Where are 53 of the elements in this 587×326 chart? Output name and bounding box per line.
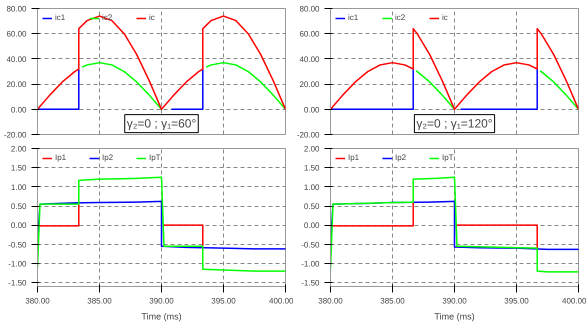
y-tick-label: 60.00 [6, 30, 28, 39]
legend-label: ic [149, 13, 156, 22]
y-tick-label: 0.00 [304, 221, 320, 230]
y-tick-label: 2.00 [304, 144, 320, 154]
y-tick-label: -20.00 [4, 130, 28, 140]
y-tick-label: 60.00 [299, 30, 320, 39]
y-tick-label: 0.00 [304, 105, 320, 114]
legend-label: ic1 [348, 13, 360, 22]
x-tick-label: 385.00 [380, 296, 406, 306]
y-tick-label: -1.50 [301, 278, 320, 288]
y-tick-label: 0.50 [10, 202, 28, 211]
y-tick-label: 1.50 [304, 164, 320, 173]
legend-label: IpT [442, 153, 455, 162]
legend-label: Ip1 [55, 153, 68, 162]
y-tick-label: 80.00 [6, 4, 28, 14]
x-tick-label: 385.00 [87, 296, 112, 306]
legend-label: ic2 [395, 13, 406, 22]
legend-label: Ip1 [348, 153, 360, 162]
legend-label: Ip2 [395, 153, 408, 162]
x-tick-label: 395.00 [504, 296, 530, 306]
y-tick-label: -1.50 [8, 278, 28, 288]
y-tick-label: 0.00 [10, 221, 28, 230]
y-tick-label: -1.00 [301, 260, 320, 268]
y-tick-label: 1.00 [304, 182, 320, 192]
y-tick-label: -20.00 [296, 130, 320, 140]
y-tick-label: 80.00 [299, 4, 320, 14]
y-tick-label: 40.00 [299, 54, 320, 64]
x-tick-label: 395.00 [211, 296, 236, 306]
legend-label: ic1 [55, 13, 66, 22]
legend-label: ic [442, 13, 449, 22]
x-tick-label: 400.00 [269, 296, 294, 306]
x-tick-label: 390.00 [149, 296, 174, 306]
x-tick-label: 380.00 [25, 296, 50, 306]
y-tick-label: -0.50 [301, 240, 320, 250]
annotation: γ₂=0 ; γ₁=60° [126, 116, 196, 131]
y-tick-label: -0.50 [8, 240, 28, 250]
y-tick-label: 1.50 [10, 164, 28, 173]
legend-label: IpT [149, 153, 162, 162]
y-tick-label: 0.50 [304, 202, 320, 211]
y-tick-label: 40.00 [6, 54, 28, 64]
x-axis-title: Time (ms) [141, 312, 182, 322]
x-tick-label: 380.00 [318, 296, 344, 306]
y-tick-label: 2.00 [10, 144, 28, 154]
y-tick-label: -1.00 [8, 260, 28, 268]
x-tick-label: 390.00 [442, 296, 468, 306]
y-tick-label: 20.00 [299, 80, 320, 90]
legend-label: Ip2 [102, 153, 114, 162]
y-tick-label: 20.00 [6, 80, 28, 90]
annotation: γ₂=0 ; γ₁=120° [416, 116, 493, 131]
y-tick-label: 0.00 [10, 105, 28, 114]
x-tick-label: 400.00 [562, 296, 587, 306]
x-axis-title: Time (ms) [434, 312, 475, 322]
y-tick-label: 1.00 [10, 182, 28, 192]
